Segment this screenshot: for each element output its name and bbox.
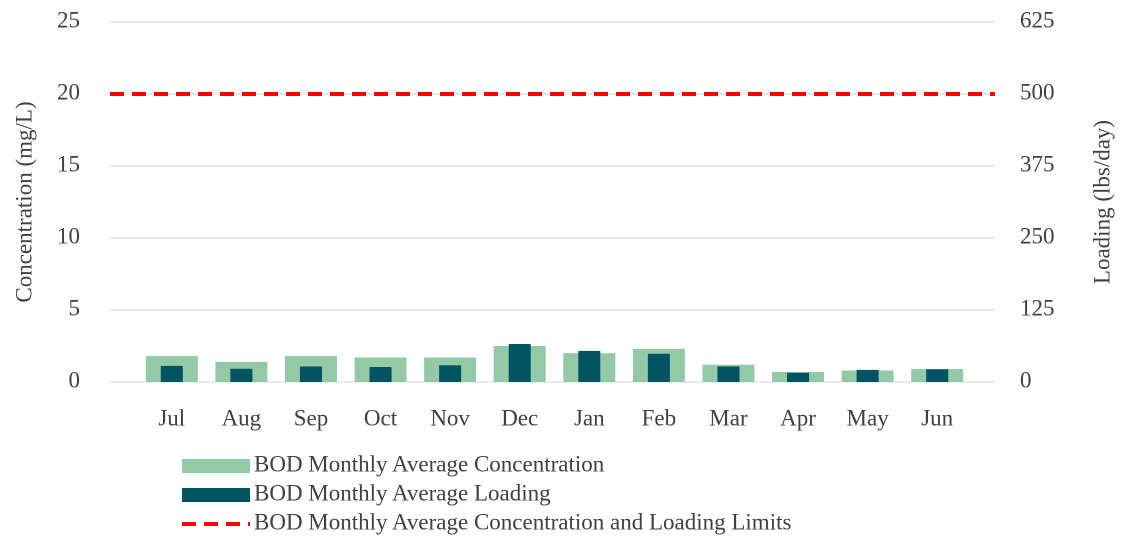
y-axis-label: Concentration (mg/L) [11,101,36,302]
loading-bar [439,365,462,382]
y-tick-label: 0 [69,367,81,392]
loading-bar [926,369,949,382]
x-tick-label: May [847,405,890,430]
legend-label: BOD Monthly Average Loading [254,480,551,505]
loading-bar [717,366,740,382]
y2-tick-label: 125 [1020,295,1055,320]
y-tick-label: 15 [57,151,80,176]
x-tick-label: Jun [921,405,953,430]
y-tick-label: 5 [69,295,81,320]
legend-label: BOD Monthly Average Concentration and Lo… [254,509,791,534]
y2-tick-label: 500 [1020,79,1055,104]
loading-bar [856,369,879,382]
loading-bar [160,365,183,382]
x-tick-label: Dec [501,405,538,430]
y-tick-label: 20 [57,79,80,104]
legend-swatch [182,488,250,502]
legend-label: BOD Monthly Average Concentration [254,451,605,476]
loading-bar [299,366,322,382]
loading-bar [230,368,253,382]
loading-bar [369,367,392,382]
x-tick-label: Aug [222,405,262,430]
legend-swatch [182,459,250,473]
y2-tick-label: 250 [1020,223,1055,248]
x-tick-label: Nov [430,405,470,430]
y2-axis-label: Loading (lbs/day) [1089,120,1114,284]
x-tick-label: Feb [642,405,677,430]
x-tick-label: Mar [709,405,748,430]
x-tick-label: Jan [574,405,605,430]
x-tick-label: Apr [780,405,816,430]
y2-tick-label: 375 [1020,151,1055,176]
y-tick-label: 10 [57,223,80,248]
x-tick-label: Oct [364,405,398,430]
y-tick-label: 25 [57,7,80,32]
loading-bar [647,353,670,382]
x-tick-label: Sep [294,405,329,430]
loading-bar [508,343,531,382]
y2-tick-label: 625 [1020,7,1055,32]
y2-tick-label: 0 [1020,367,1032,392]
loading-bar [578,350,601,382]
loading-bar [787,372,810,382]
x-tick-label: Jul [158,405,185,430]
